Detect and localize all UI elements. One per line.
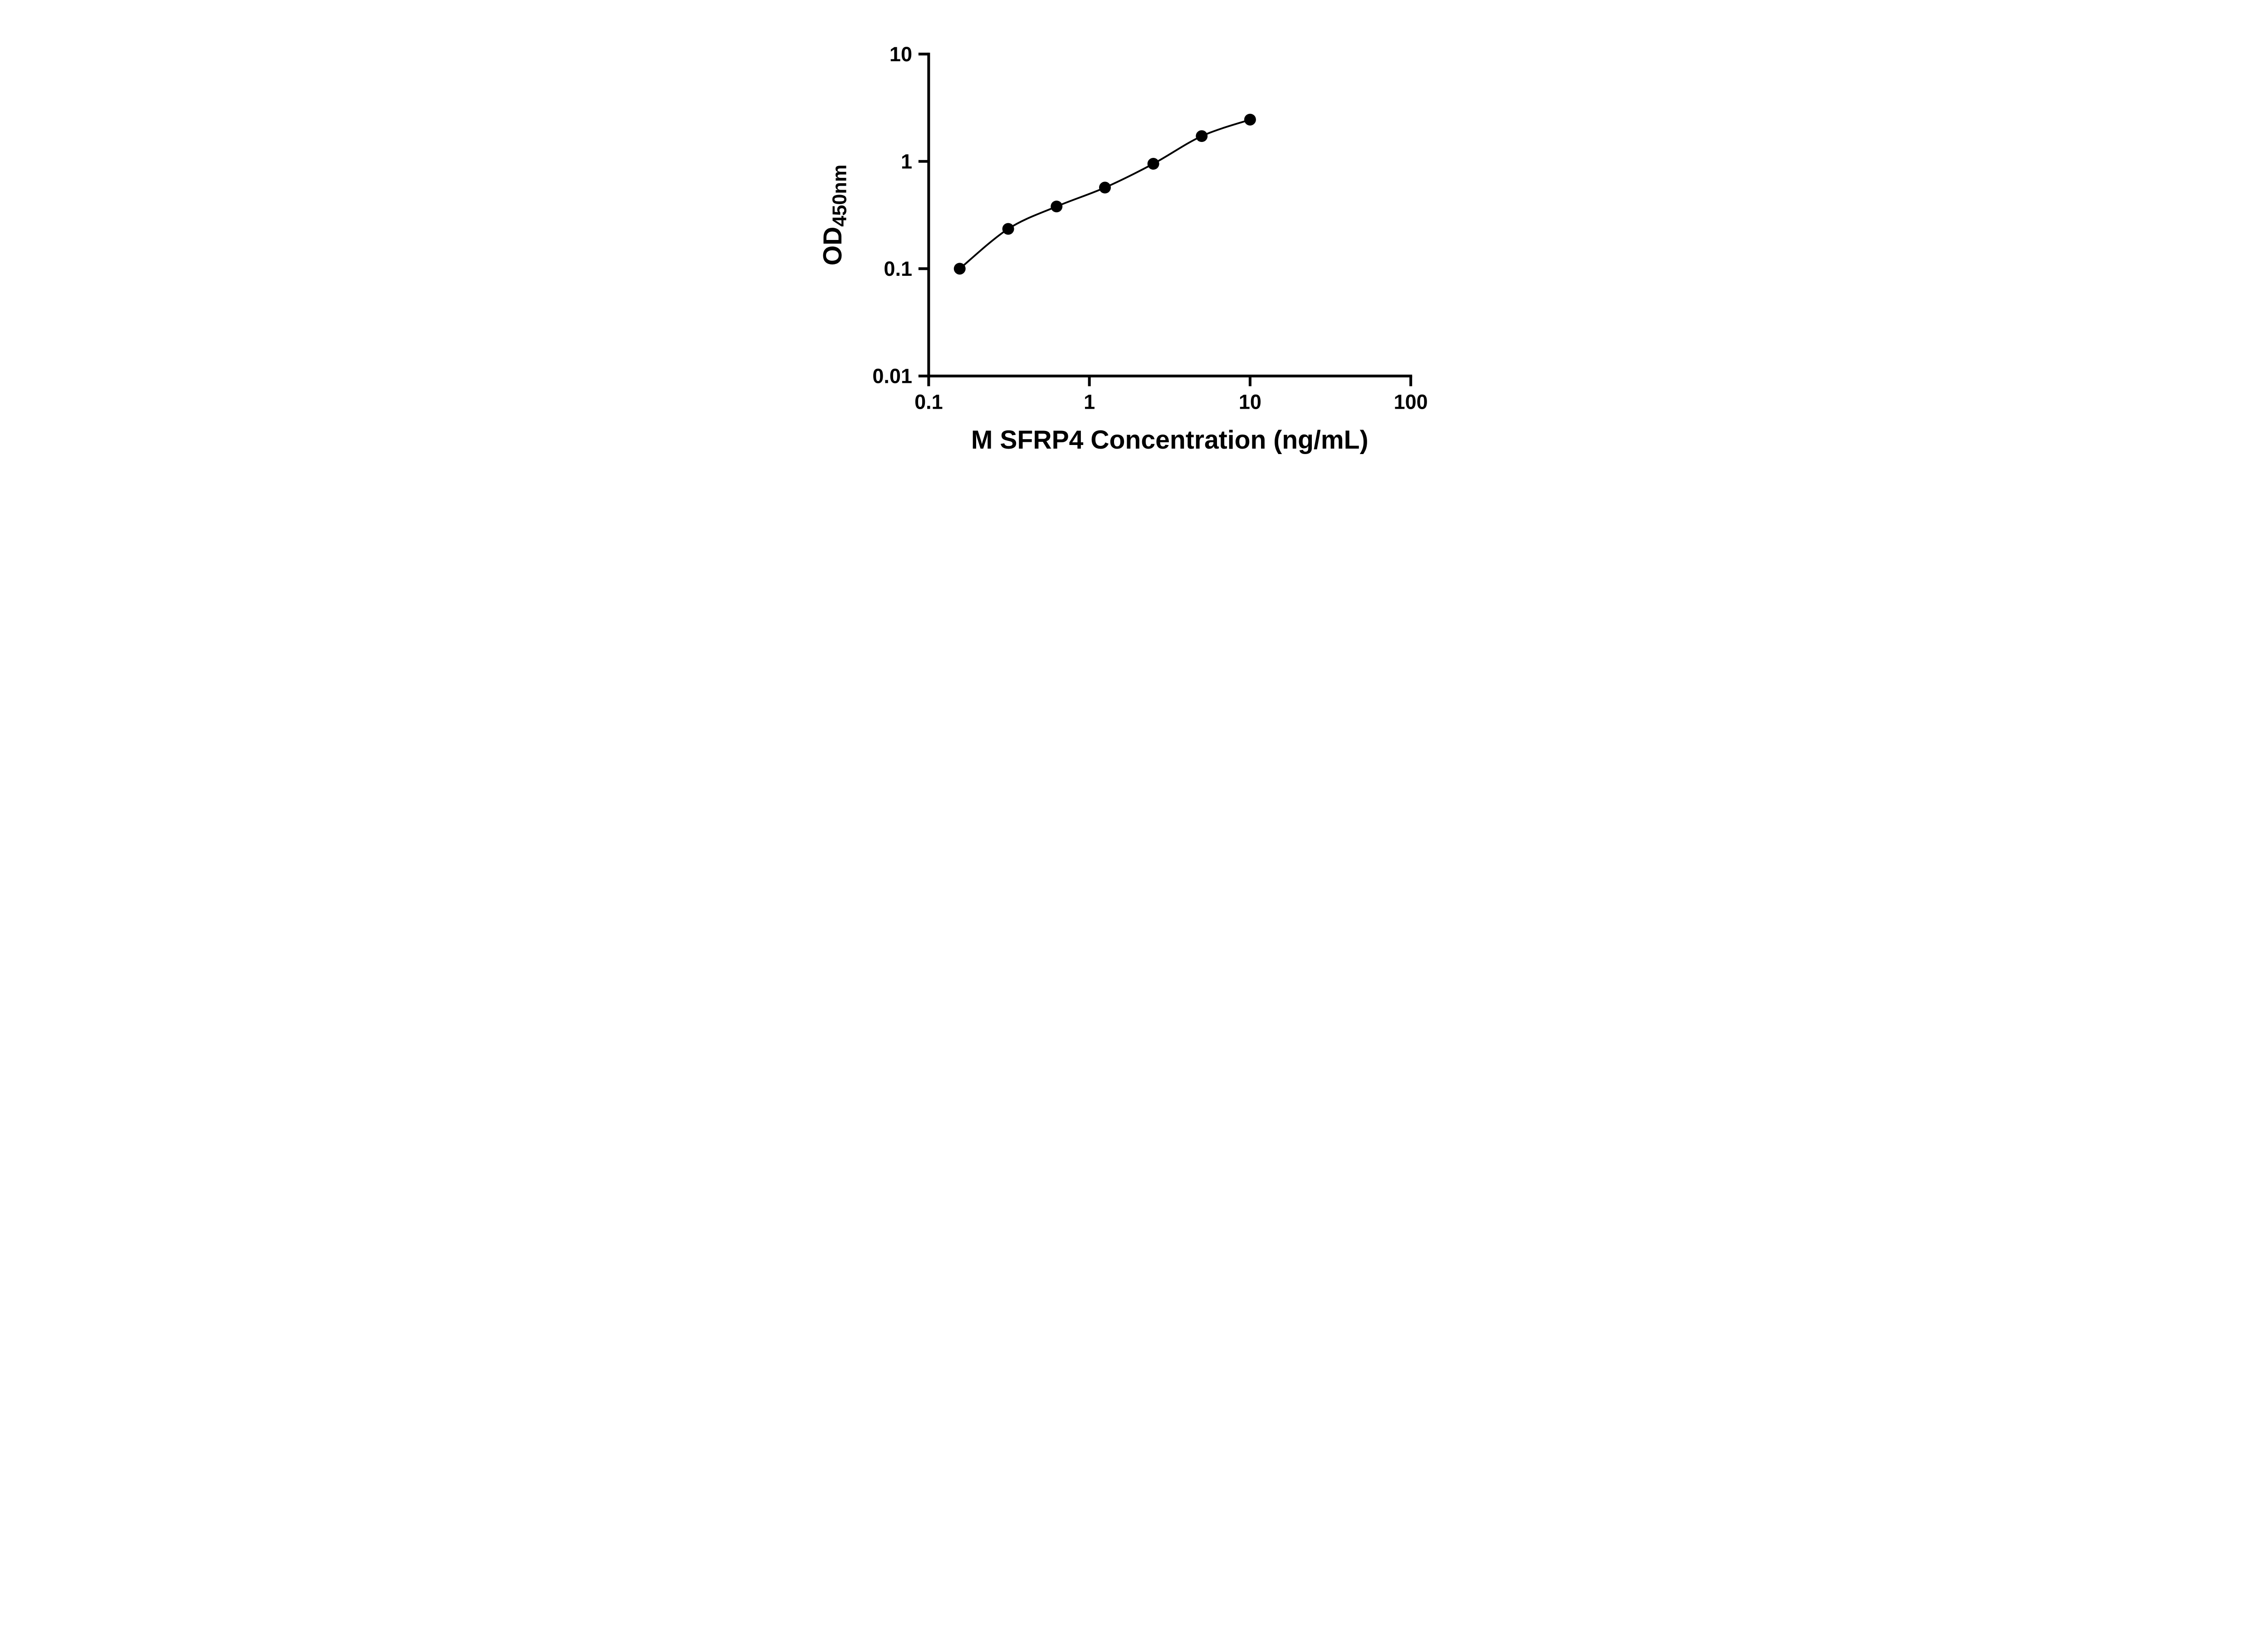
x-tick-label: 1: [1084, 391, 1095, 414]
y-axis-title-main: OD: [818, 227, 847, 266]
data-point: [1002, 223, 1014, 235]
x-tick-label: 0.1: [914, 391, 943, 414]
y-tick-label: 0.1: [884, 257, 912, 280]
data-point: [1244, 113, 1256, 126]
y-axis-title: OD450nm: [818, 165, 850, 266]
y-tick-label: 10: [890, 43, 912, 66]
data-point: [1196, 130, 1208, 142]
x-tick-label: 10: [1239, 391, 1261, 414]
y-tick-label: 0.01: [872, 364, 912, 387]
chart-background: [798, 11, 1470, 482]
data-point: [953, 263, 966, 275]
x-tick-label: 100: [1394, 391, 1428, 414]
elisa-standard-curve-figure: 0.1 1 10 100 0.01 0.1 1 10 M SFRP4 Concentration…: [794, 0, 1474, 493]
data-point: [1147, 158, 1159, 170]
data-point: [1051, 200, 1063, 213]
y-tick-label: 1: [901, 150, 912, 173]
x-axis-title: M SFRP4 Concentration (ng/mL): [971, 425, 1369, 455]
data-point: [1099, 181, 1111, 194]
y-axis-title-subscript: 450nm: [829, 165, 851, 227]
